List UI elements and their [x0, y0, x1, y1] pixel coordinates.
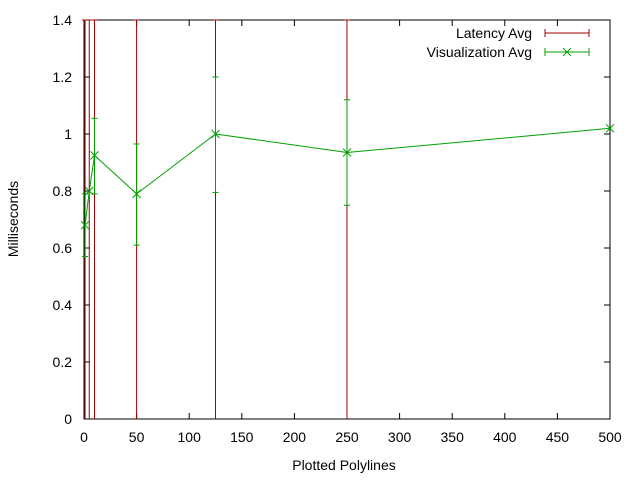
point-marker-stroke [84, 186, 94, 196]
point-marker-stroke [132, 189, 141, 199]
x-tick-label: 100 [178, 429, 202, 445]
x-tick-label: 200 [283, 429, 307, 445]
x-tick-label: 50 [129, 429, 145, 445]
y-tick-label: 0.6 [53, 240, 73, 256]
point-marker-stroke [211, 129, 220, 139]
y-tick-label: 1 [64, 126, 72, 142]
y-tick-label: 0.8 [53, 183, 73, 199]
visualization-point [80, 220, 90, 230]
point-marker-stroke [342, 148, 352, 157]
x-tick-label: 300 [388, 429, 412, 445]
legend-label-latency: Latency Avg [456, 25, 532, 41]
legend: Latency Avg Visualization Avg [427, 25, 590, 60]
x-tick-label: 400 [493, 429, 517, 445]
visualization-point [211, 129, 220, 139]
visualization-line [84, 127, 611, 226]
x-tick-label: 150 [230, 429, 254, 445]
x-tick-label: 350 [441, 429, 465, 445]
visualization-point [342, 148, 352, 157]
y-tick-label: 1.4 [53, 12, 73, 28]
legend-sample-visualization-marker [562, 47, 572, 57]
x-tick-label: 0 [80, 429, 88, 445]
x-tick-label: 250 [335, 429, 359, 445]
visualization-point [605, 123, 615, 133]
x-tick-label: 450 [546, 429, 570, 445]
y-tick-label: 0 [64, 411, 72, 427]
y-tick-label: 0.4 [53, 297, 73, 313]
y-tick-label: 0.2 [53, 354, 73, 370]
x-axis-title: Plotted Polylines [292, 457, 396, 473]
legend-label-visualization: Visualization Avg [427, 44, 532, 60]
y-axis-title: Milliseconds [5, 181, 21, 257]
point-marker-stroke [605, 123, 615, 133]
x-tick-label: 500 [598, 429, 622, 445]
point-marker-stroke [90, 151, 99, 160]
visualization-point [90, 151, 99, 160]
axes: 0 50 100 150 200 250 300 350 400 450 500 0 0.2 0.4 0.6… [53, 12, 622, 445]
point-marker-stroke [80, 220, 90, 230]
y-tick-label: 1.2 [53, 69, 73, 85]
visualization-point [132, 189, 141, 199]
plot-series [80, 19, 615, 419]
